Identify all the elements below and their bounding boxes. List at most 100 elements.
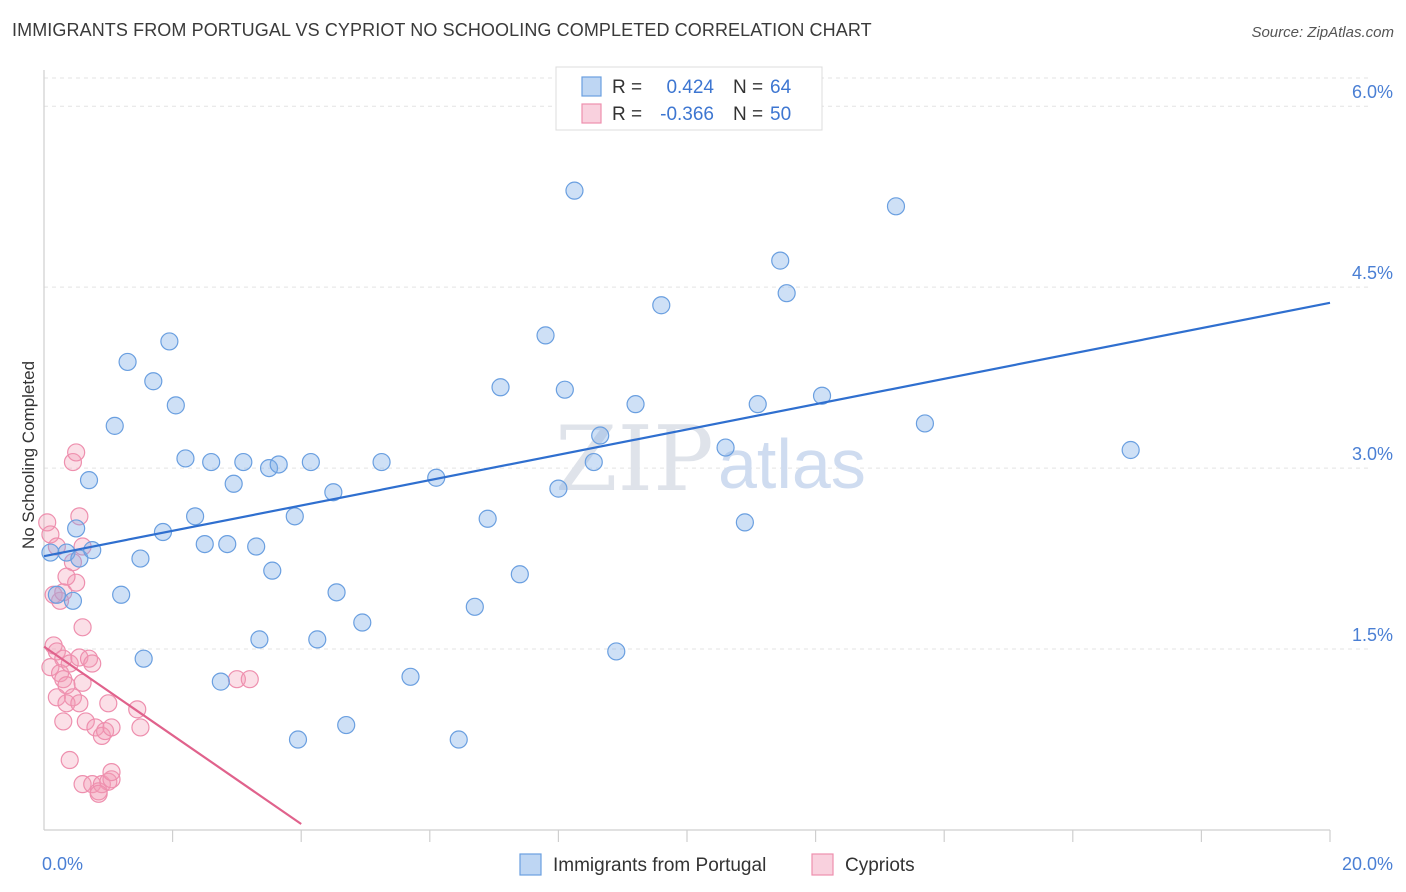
- portugal-point: [716, 438, 735, 457]
- portugal-point: [41, 543, 60, 562]
- cypriot-point: [67, 443, 86, 462]
- legend-r-value: 0.424: [666, 77, 714, 98]
- legend-n-key: N =: [733, 77, 763, 98]
- cypriot-point: [102, 718, 121, 737]
- portugal-point: [134, 649, 153, 668]
- x-tick-labels: 0.0% 20.0%: [42, 854, 1393, 874]
- portugal-point: [591, 426, 610, 445]
- portugal-point: [536, 326, 555, 345]
- cypriot-point: [102, 770, 121, 789]
- portugal-point: [269, 455, 288, 474]
- legend-n-value: 64: [770, 77, 792, 98]
- portugal-point: [263, 561, 282, 580]
- portugal-point: [465, 597, 484, 616]
- x-tick-label: 20.0%: [1342, 854, 1393, 874]
- x-tick-label: 0.0%: [42, 854, 83, 874]
- portugal-point: [250, 630, 269, 649]
- cypriot-point: [57, 694, 76, 713]
- cypriot-point: [102, 762, 121, 782]
- portugal-point: [288, 730, 308, 749]
- bottom-legend-swatch: [811, 853, 834, 876]
- portugal-point: [555, 380, 574, 399]
- legend-swatch: [581, 103, 602, 124]
- cypriot-point: [83, 654, 102, 673]
- legend-r-key: R =: [612, 104, 642, 125]
- portugal-point: [777, 284, 796, 303]
- portugal-point: [735, 513, 754, 532]
- portugal-point: [118, 352, 137, 372]
- portugal-point: [478, 509, 497, 528]
- portugal-point: [626, 395, 645, 414]
- source-label: Source: ZipAtlas.com: [1251, 24, 1394, 41]
- portugal-point: [812, 386, 832, 405]
- portugal-point: [247, 537, 266, 556]
- cypriot-point: [240, 670, 259, 689]
- portugal-point: [112, 585, 131, 604]
- portugal-trendline: [43, 301, 1331, 558]
- cypriot-point: [57, 567, 76, 586]
- portugal-point: [771, 251, 790, 270]
- cypriot-point: [70, 507, 89, 526]
- cypriot-point: [70, 694, 89, 713]
- portugal-point: [584, 452, 603, 472]
- cypriot-point: [79, 649, 99, 668]
- cypriot-point: [38, 513, 57, 532]
- cypriot-point: [54, 712, 73, 731]
- portugal-point: [401, 667, 420, 686]
- portugal-point: [301, 452, 320, 472]
- bottom-legend: Immigrants from Portugal Cypriots: [519, 853, 915, 876]
- portugal-point: [372, 452, 391, 472]
- watermark-zip: ZIP: [555, 407, 714, 512]
- legend-r-key: R =: [612, 77, 642, 98]
- portugal-point: [105, 416, 124, 435]
- portugal-point: [234, 452, 253, 472]
- portugal-point: [144, 372, 163, 391]
- cypriot-point: [63, 452, 83, 472]
- cypriot-point: [99, 772, 118, 791]
- legend-swatch: [581, 76, 602, 97]
- portugal-point: [79, 471, 99, 490]
- portugal-point: [886, 197, 906, 216]
- portugal-point: [195, 534, 214, 554]
- legend-n-value: 50: [770, 104, 791, 125]
- portugal-point: [449, 730, 468, 749]
- bottom-legend-swatch: [519, 853, 542, 876]
- portugal-point: [186, 507, 205, 526]
- portugal-point: [166, 396, 185, 415]
- portugal-point: [1121, 440, 1140, 460]
- watermark: ZIP atlas: [555, 407, 866, 512]
- bottom-legend-label: Cypriots: [845, 855, 915, 876]
- cypriot-point: [99, 694, 118, 713]
- portugal-point: [915, 414, 935, 433]
- cypriot-point: [41, 658, 60, 677]
- portugal-point: [131, 549, 150, 568]
- cypriot-point: [89, 784, 108, 803]
- portugal-point: [510, 565, 529, 584]
- cypriots-points: [38, 443, 259, 803]
- portugal-point: [549, 479, 568, 498]
- legend-n-key: N =: [733, 104, 763, 125]
- portugal-point: [491, 378, 510, 397]
- portugal-point: [565, 181, 584, 200]
- portugal-point: [324, 483, 343, 502]
- y-tick-labels: 1.5% 3.0% 4.5% 6.0%: [1352, 82, 1393, 645]
- trendlines: [43, 301, 1331, 825]
- portugal-point: [337, 715, 356, 735]
- chart-title: IMMIGRANTS FROM PORTUGAL VS CYPRIOT NO S…: [12, 20, 872, 40]
- cypriots-trendline: [43, 645, 302, 825]
- portugal-point: [748, 395, 767, 414]
- y-tick-label: 1.5%: [1352, 625, 1393, 645]
- portugal-point: [308, 630, 327, 649]
- portugal-point: [47, 585, 66, 604]
- gridlines: [44, 77, 1370, 650]
- watermark-atlas: atlas: [718, 425, 866, 503]
- portugal-point: [83, 541, 102, 560]
- cypriot-point: [47, 642, 66, 661]
- portugal-point: [176, 449, 195, 468]
- portugal-point: [202, 452, 221, 472]
- portugal-point: [285, 507, 304, 526]
- portugal-point: [160, 332, 179, 351]
- cypriot-point: [73, 775, 92, 794]
- cypriot-point: [131, 718, 150, 737]
